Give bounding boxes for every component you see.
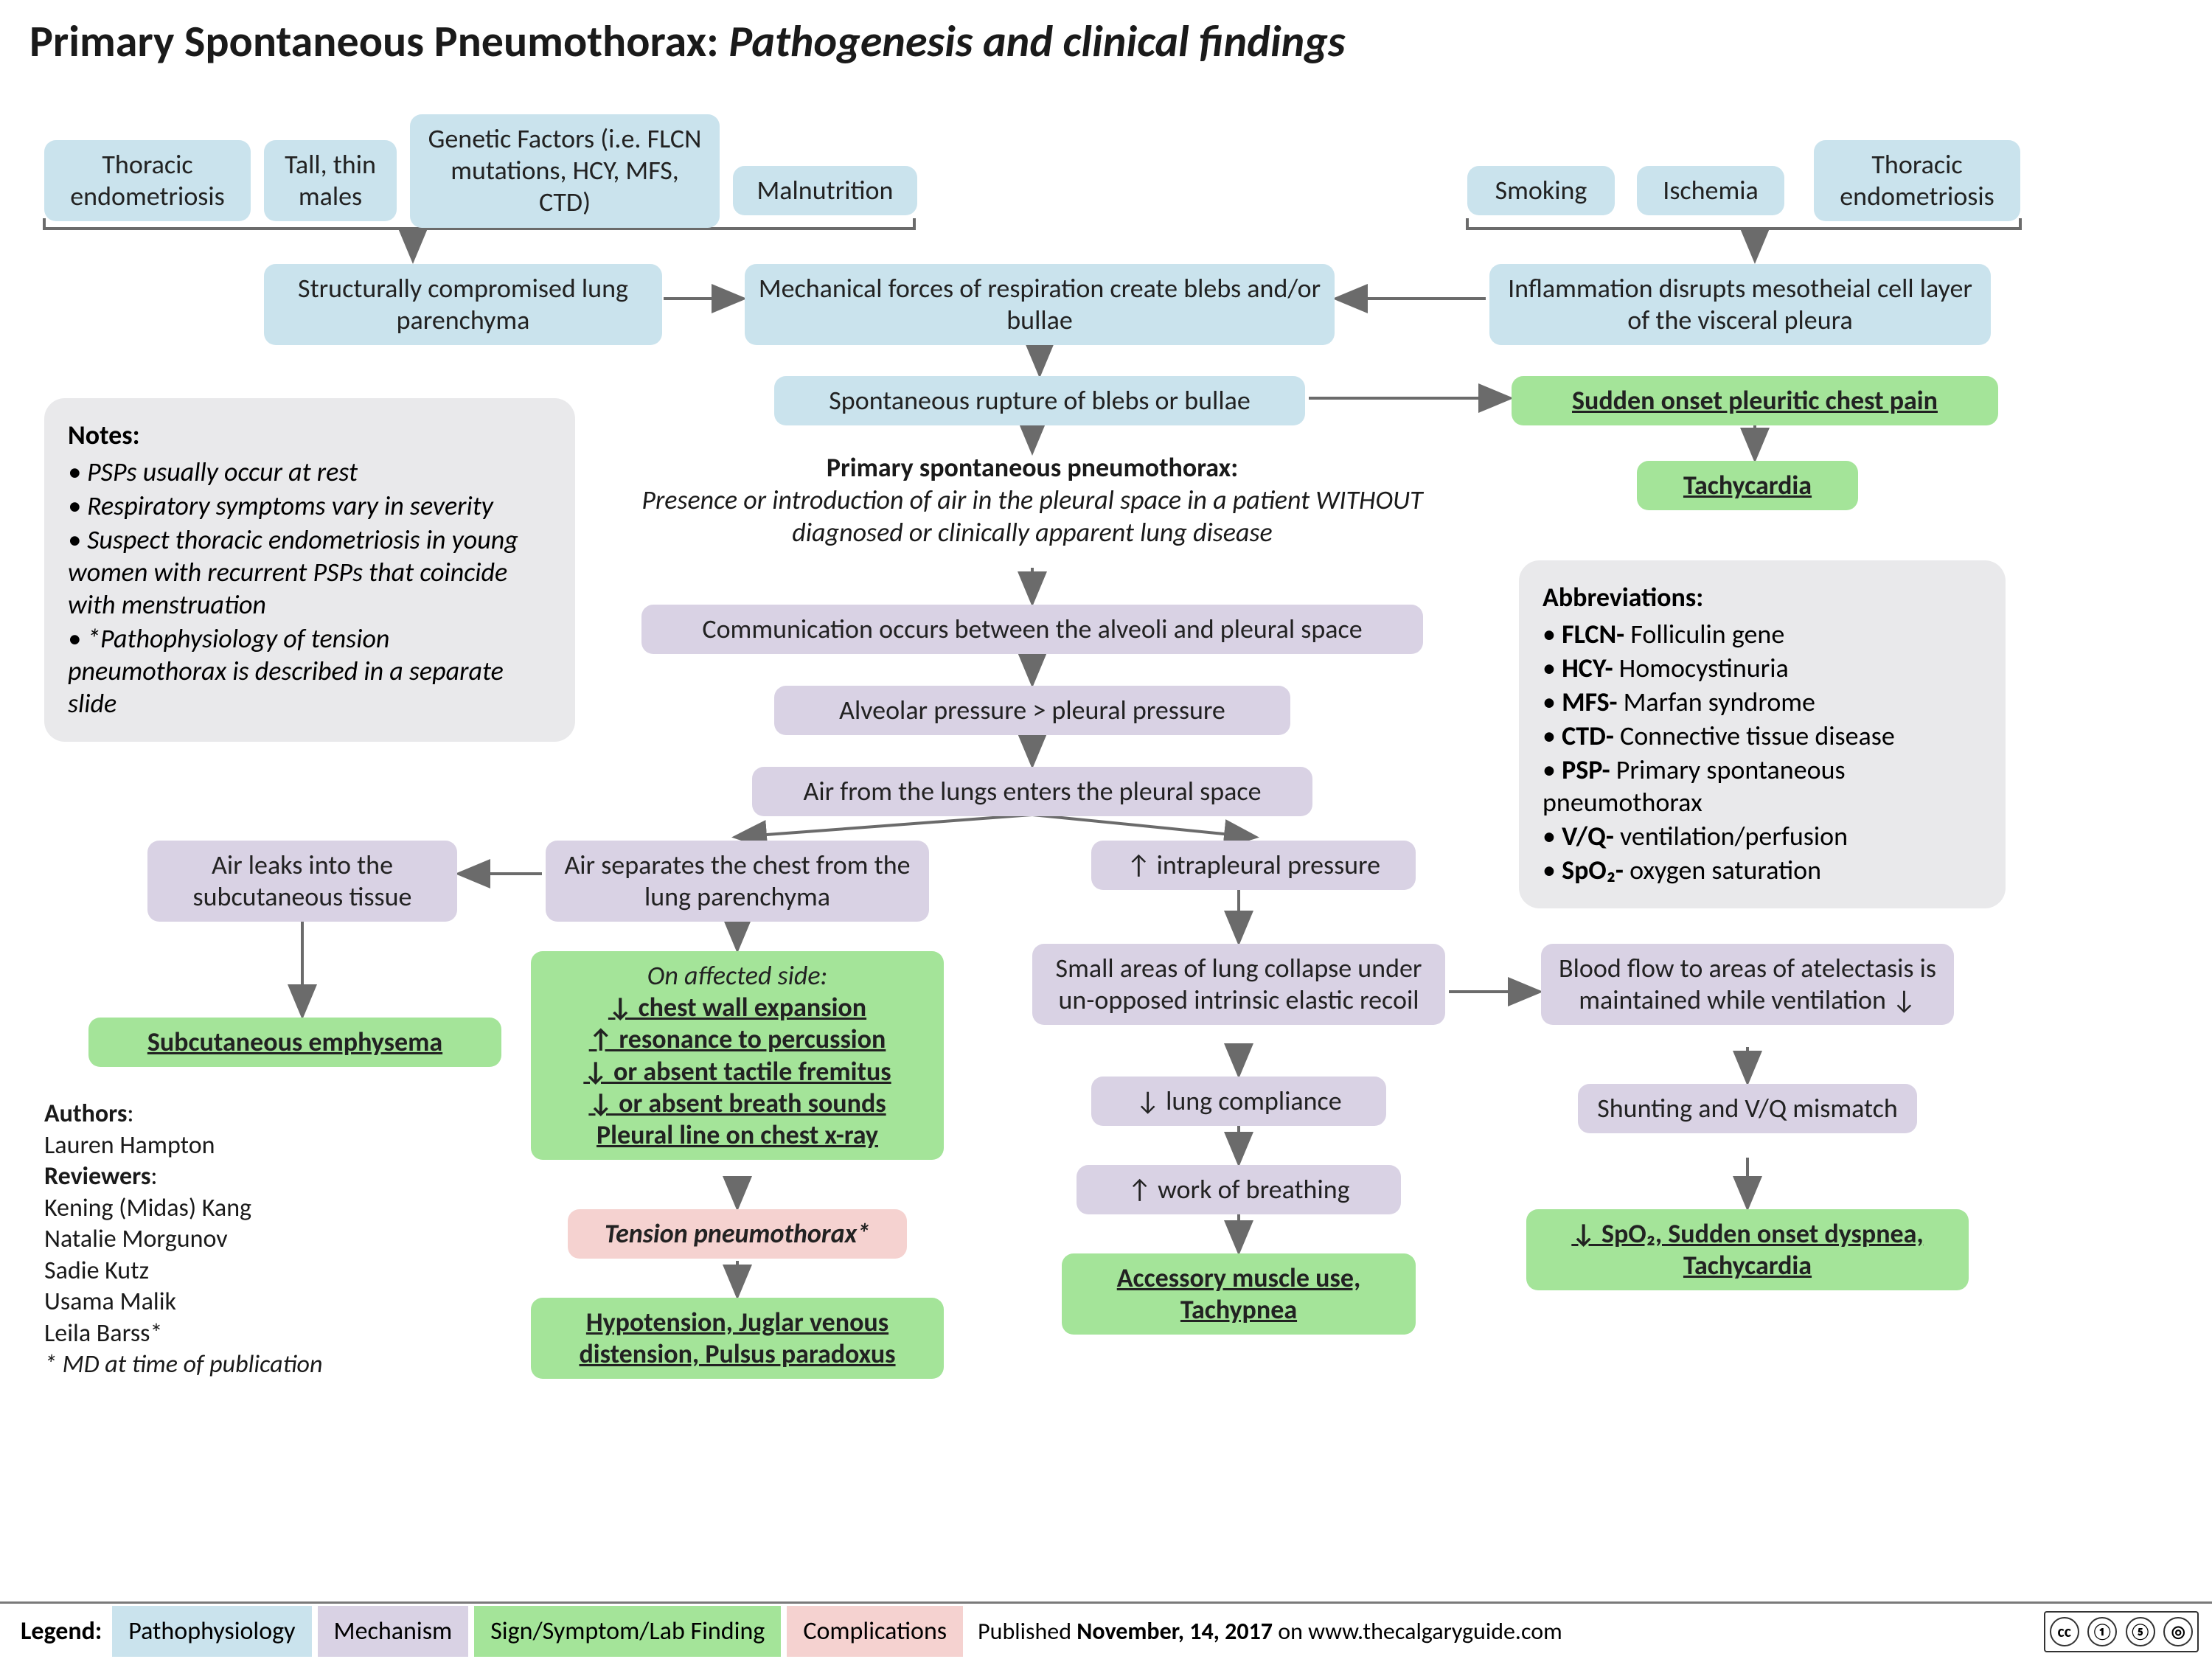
notes-item: Respiratory symptoms vary in severity [68, 490, 552, 522]
node-subcutaneous-emphysema: Subcutaneous emphysema [88, 1018, 501, 1067]
node-tall-thin-males: Tall, thin males [264, 140, 397, 221]
node-communication-alveoli-pleural: Communication occurs between the alveoli… [641, 605, 1423, 654]
reviewer-name: Kening (Midas) Kang [44, 1193, 322, 1225]
node-air-leaks-subcutaneous: Air leaks into the subcutaneous tissue [147, 841, 457, 922]
cc-license-icon: cc①⑤◎ [2044, 1611, 2199, 1652]
legend-bar: Legend: Pathophysiology Mechanism Sign/S… [0, 1601, 2212, 1659]
title-sub: Pathogenesis and clinical findings [728, 15, 1345, 69]
author-name: Lauren Hampton [44, 1130, 322, 1162]
aff-line-2: ↑ resonance to percussion [544, 1023, 931, 1055]
node-shunting-vq-mismatch: Shunting and V/Q mismatch [1578, 1084, 1917, 1133]
notes-item: PSPs usually occur at rest [68, 456, 552, 488]
node-thoracic-endometriosis-1: Thoracic endometriosis [44, 140, 251, 221]
legend-chip-complications: Complications [787, 1606, 963, 1657]
reviewer-name: Natalie Morgunov [44, 1224, 322, 1256]
reviewer-name: Usama Malik [44, 1287, 322, 1318]
node-hypotension-jvd-pulsus: Hypotension, Juglar venous distension, P… [531, 1298, 944, 1379]
node-air-enters-pleural: Air from the lungs enters the pleural sp… [752, 767, 1312, 816]
abbr-item: CTD- Connective tissue disease [1543, 720, 1982, 752]
node-spontaneous-rupture: Spontaneous rupture of blebs or bullae [774, 376, 1305, 425]
psp-heading: Primary spontaneous pneumothorax: [627, 451, 1438, 484]
page-title: Primary Spontaneous Pneumothorax: Pathog… [29, 15, 1346, 69]
md-note: * MD at time of publication [44, 1349, 322, 1381]
node-alveolar-pressure: Alveolar pressure > pleural pressure [774, 686, 1290, 735]
aff-line-4: ↓ or absent breath sounds [544, 1088, 931, 1119]
aff-line-3: ↓ or absent tactile fremitus [544, 1056, 931, 1088]
abbr-item: FLCN- Folliculin gene [1543, 618, 1982, 650]
node-thoracic-endometriosis-2: Thoracic endometriosis [1814, 140, 2020, 221]
node-psp-definition: Primary spontaneous pneumothorax: Presen… [627, 451, 1438, 549]
legend-chip-mechanism: Mechanism [318, 1606, 469, 1657]
node-intrapleural-pressure: ↑ intrapleural pressure [1091, 841, 1416, 890]
node-ischemia: Ischemia [1637, 166, 1784, 215]
legend-published: Published November, 14, 2017 on www.thec… [978, 1617, 1562, 1646]
notes-header: Notes: [68, 419, 140, 451]
reviewer-name: Leila Barss* [44, 1318, 322, 1350]
node-work-of-breathing: ↑ work of breathing [1077, 1165, 1401, 1214]
authors-label: Authors [44, 1099, 127, 1129]
node-lung-compliance: ↓ lung compliance [1091, 1077, 1386, 1126]
node-accessory-muscle-tachypnea: Accessory muscle use, Tachypnea [1062, 1253, 1416, 1335]
node-inflammation-disrupts: Inflammation disrupts mesotheial cell la… [1489, 264, 1991, 345]
abbr-item: HCY- Homocystinuria [1543, 652, 1982, 684]
node-mechanical-forces: Mechanical forces of respiration create … [745, 264, 1335, 345]
legend-chip-sign: Sign/Symptom/Lab Finding [474, 1606, 781, 1657]
node-blood-flow-atelectasis: Blood flow to areas of atelectasis is ma… [1541, 944, 1954, 1025]
notes-item: Suspect thoracic endometriosis in young … [68, 524, 552, 621]
reviewers-label: Reviewers [44, 1161, 150, 1192]
node-small-lung-collapse: Small areas of lung collapse under un-op… [1032, 944, 1445, 1025]
abbreviations-box: Abbreviations: FLCN- Folliculin gene HCY… [1519, 560, 2006, 908]
affected-heading: On affected side: [544, 960, 931, 992]
abbr-item: MFS- Marfan syndrome [1543, 686, 1982, 718]
abbr-item: SpO₂- oxygen saturation [1543, 854, 1982, 886]
node-smoking: Smoking [1467, 166, 1615, 215]
node-spo2-dyspnea-tachycardia: ↓ SpO₂, Sudden onset dyspnea, Tachycardi… [1526, 1209, 1969, 1290]
reviewer-name: Sadie Kutz [44, 1256, 322, 1287]
abbreviations-header: Abbreviations: [1543, 581, 1703, 613]
node-affected-side-findings: On affected side: ↓ chest wall expansion… [531, 951, 944, 1160]
legend-chip-pathophysiology: Pathophysiology [112, 1606, 311, 1657]
node-malnutrition: Malnutrition [733, 166, 917, 215]
aff-line-1: ↓ chest wall expansion [544, 992, 931, 1023]
title-main: Primary Spontaneous Pneumothorax: [29, 15, 728, 69]
aff-line-5: Pleural line on chest x-ray [544, 1119, 931, 1151]
node-air-separates-chest: Air separates the chest from the lung pa… [546, 841, 929, 922]
psp-body: Presence or introduction of air in the p… [627, 484, 1438, 549]
node-structurally-compromised: Structurally compromised lung parenchyma [264, 264, 662, 345]
node-tension-pneumothorax: Tension pneumothorax* [568, 1209, 907, 1259]
notes-box: Notes: PSPs usually occur at rest Respir… [44, 398, 575, 742]
node-genetic-factors: Genetic Factors (i.e. FLCN mutations, HC… [410, 114, 720, 228]
notes-item: *Pathophysiology of tension pneumothorax… [68, 622, 552, 720]
node-tachycardia: Tachycardia [1637, 461, 1858, 510]
abbr-item: V/Q- ventilation/perfusion [1543, 820, 1982, 852]
abbr-item: PSP- Primary spontaneous pneumothorax [1543, 754, 1982, 818]
authors-block: Authors: Lauren Hampton Reviewers: Kenin… [44, 1099, 322, 1381]
node-sudden-pleuritic-pain: Sudden onset pleuritic chest pain [1512, 376, 1998, 425]
legend-label: Legend: [0, 1616, 112, 1646]
